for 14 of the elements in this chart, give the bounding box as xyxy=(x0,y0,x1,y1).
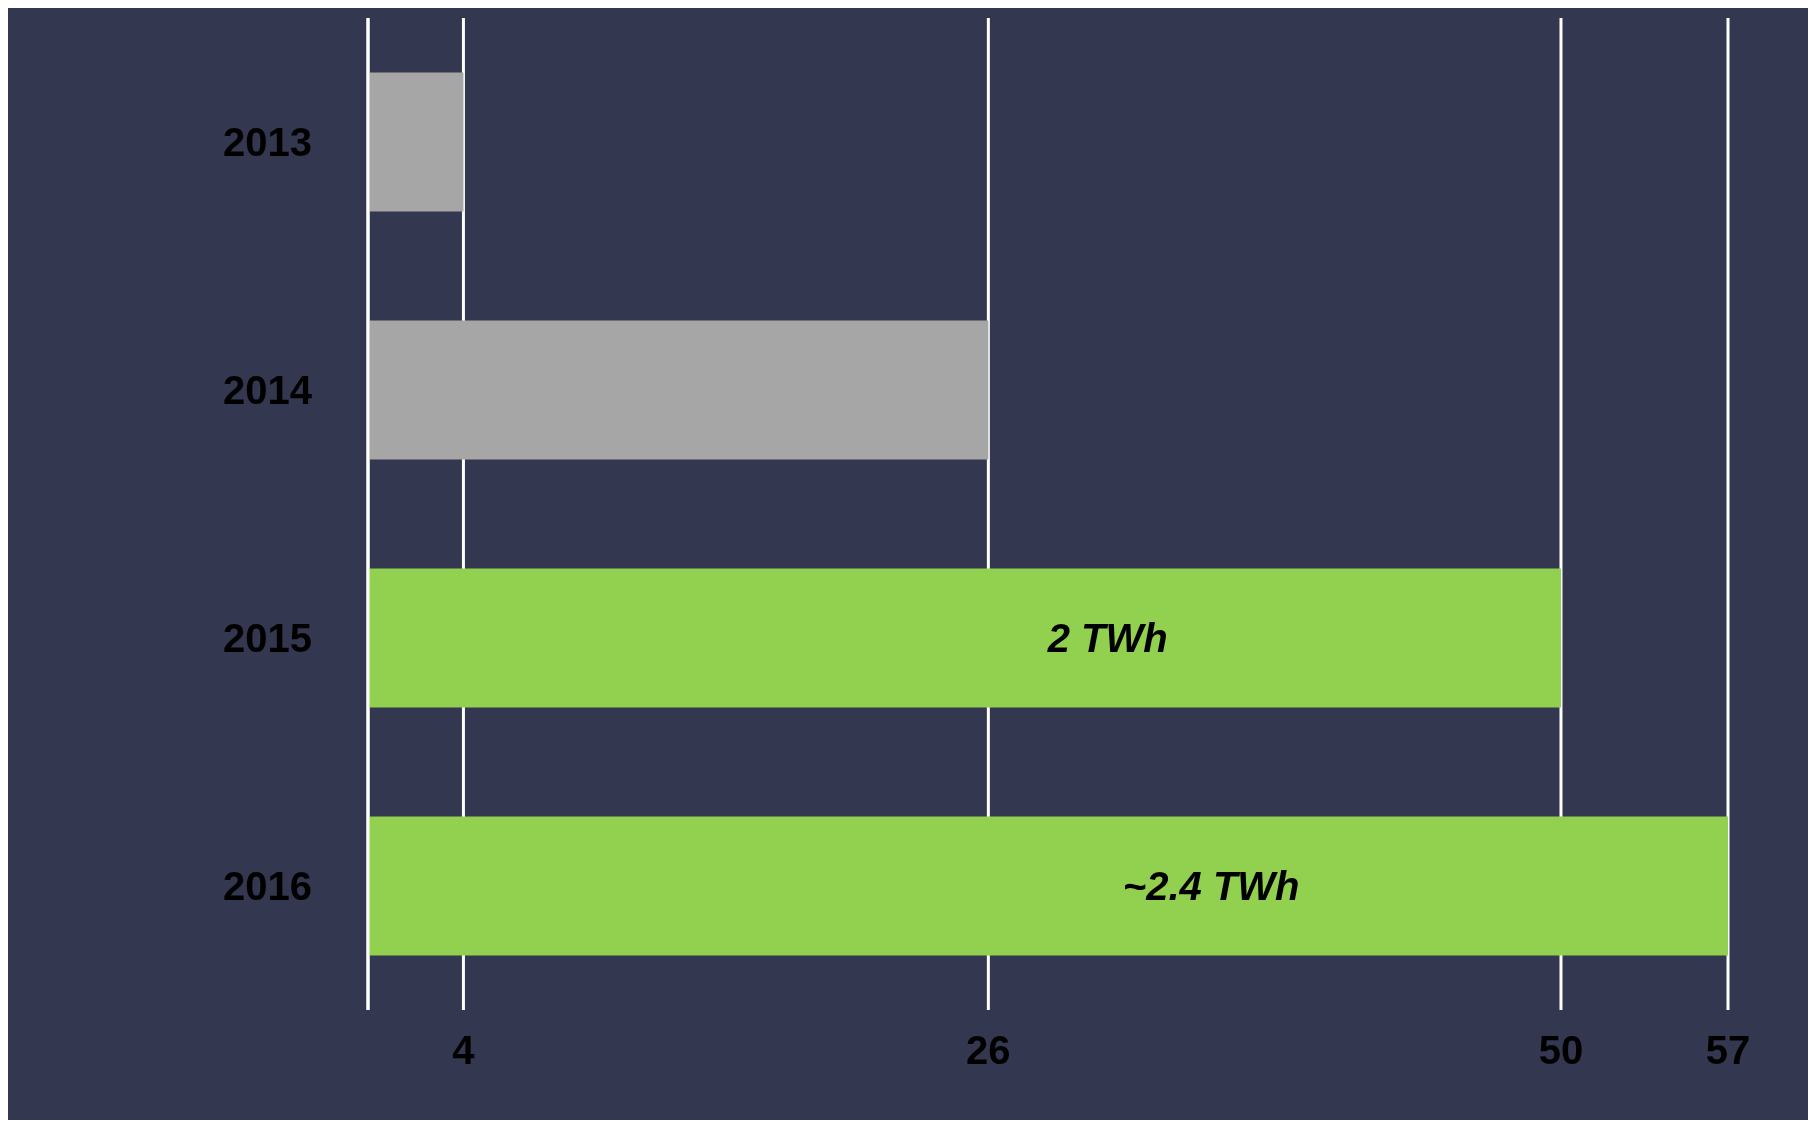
x-tick-label: 50 xyxy=(1538,1028,1584,1073)
annotation: ~2.4 TWh xyxy=(1122,864,1300,909)
bar xyxy=(368,568,1561,708)
y-tick-label: 2015 xyxy=(223,616,312,661)
x-tick-label: 26 xyxy=(966,1028,1011,1073)
y-tick-label: 2016 xyxy=(223,864,312,909)
x-tick-label: 4 xyxy=(452,1028,476,1073)
bar xyxy=(368,72,464,212)
y-tick-label: 2013 xyxy=(223,120,312,165)
y-tick-label: 2014 xyxy=(223,368,313,413)
bar xyxy=(368,320,989,460)
bar xyxy=(368,816,1728,956)
annotation: 2 TWh xyxy=(1046,616,1168,661)
x-tick-label: 57 xyxy=(1705,1028,1751,1073)
